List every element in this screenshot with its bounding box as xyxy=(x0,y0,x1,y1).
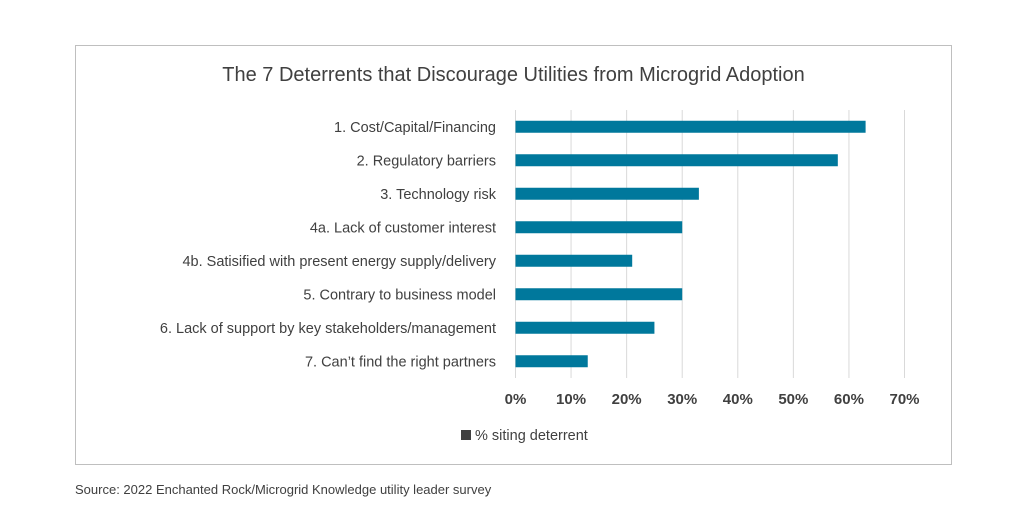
category-label: 4a. Lack of customer interest xyxy=(310,220,496,236)
bar xyxy=(515,221,683,234)
category-label: 5. Contrary to business model xyxy=(303,287,496,303)
source-note: Source: 2022 Enchanted Rock/Microgrid Kn… xyxy=(75,482,492,497)
category-label: 6. Lack of support by key stakeholders/m… xyxy=(160,321,496,337)
x-tick-label: 50% xyxy=(778,391,808,408)
x-tick-label: 40% xyxy=(723,391,753,408)
category-label: 3. Technology risk xyxy=(380,187,497,203)
x-tick-label: 70% xyxy=(889,391,919,408)
bar xyxy=(515,288,683,301)
x-tick-label: 60% xyxy=(834,391,864,408)
bar xyxy=(515,154,838,167)
category-label: 1. Cost/Capital/Financing xyxy=(334,120,496,136)
bar xyxy=(515,355,588,368)
x-tick-label: 20% xyxy=(612,391,642,408)
category-label: 7. Can’t find the right partners xyxy=(305,354,496,370)
category-label: 4b. Satisified with present energy suppl… xyxy=(182,254,496,270)
legend-swatch xyxy=(461,430,471,440)
chart-frame xyxy=(75,45,952,465)
x-tick-label: 10% xyxy=(556,391,586,408)
bar xyxy=(515,120,866,133)
x-tick-label: 0% xyxy=(505,391,527,408)
legend-label: % siting deterrent xyxy=(475,428,588,444)
bar xyxy=(515,187,699,200)
x-tick-label: 30% xyxy=(667,391,697,408)
category-label: 2. Regulatory barriers xyxy=(357,153,496,169)
chart-title: The 7 Deterrents that Discourage Utiliti… xyxy=(222,64,805,86)
bar xyxy=(515,321,655,334)
bar xyxy=(515,254,633,267)
